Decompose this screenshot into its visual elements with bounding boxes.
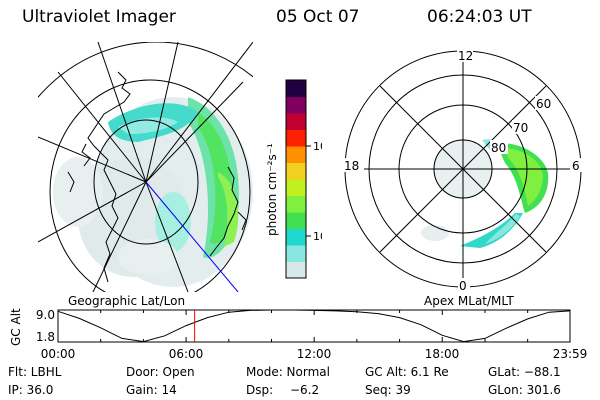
door-label: Door: Open — [126, 365, 195, 379]
terminator-line — [145, 181, 239, 292]
colorbar-cell — [286, 228, 306, 246]
gain-label: Gain: 14 — [126, 383, 177, 397]
x-tick-label-2: 12:00 — [297, 347, 332, 361]
mlt-label-6: 6 — [572, 159, 580, 173]
colorbar-tick-10: 10 — [313, 230, 322, 243]
colorbar-cell — [286, 96, 306, 114]
date-label: 05 Oct 07 — [276, 7, 360, 27]
mode-label: Mode: Normal — [246, 365, 330, 379]
altitude-ytick-min: 1.8 — [36, 330, 55, 344]
colorbar-cell — [286, 162, 306, 180]
geo-grid — [38, 42, 253, 292]
lat-label-60: 60 — [536, 97, 551, 111]
seq-label: Seq: 39 — [365, 383, 411, 397]
lat-label-70: 70 — [513, 121, 528, 135]
instrument-title: Ultraviolet Imager — [22, 7, 176, 27]
glat-label: GLat: −88.1 — [488, 365, 561, 379]
altitude-series-line — [57, 309, 571, 343]
glon-label: GLon: 301.6 — [488, 383, 561, 397]
x-tick-label-4: 23:59 — [553, 347, 588, 361]
apex-emission — [421, 139, 549, 248]
time-label: 06:24:03 UT — [427, 7, 532, 27]
colorbar-cell — [286, 195, 306, 213]
colorbar-cell — [286, 146, 306, 163]
x-tick-label-1: 06:00 — [169, 347, 204, 361]
filter-label: Flt: LBHL — [8, 365, 62, 379]
dsp-value: −6.2 — [290, 383, 320, 397]
apex-polar-plot: 12 18 6 0 60 70 80 — [342, 48, 584, 293]
geographic-map — [38, 42, 253, 292]
colorbar-cell — [286, 113, 306, 130]
colorbar-cell — [286, 80, 306, 97]
colorbar-cell — [286, 212, 306, 229]
x-tick-label-3: 18:00 — [425, 347, 460, 361]
colorbar-cell — [286, 245, 306, 262]
dsp-label: Dsp: — [246, 383, 274, 397]
mlt-label-18: 18 — [344, 159, 359, 173]
altitude-ylabel: GC Alt — [9, 308, 23, 346]
colorbar-tick-100: 100 — [313, 140, 322, 153]
colorbar-unit-label: photon cm⁻²s⁻¹ — [265, 143, 279, 236]
apex-panel-label: Apex MLat/MLT — [424, 294, 514, 308]
geo-emission — [53, 97, 253, 287]
altitude-chart: GC Alt 9.0 1.8 00:00 06:00 12:00 18:00 2… — [9, 308, 588, 361]
colorbar-cell — [286, 261, 306, 279]
colorbar-cell — [286, 129, 306, 147]
colorbar: 100 10 photon cm⁻²s⁻¹ — [265, 79, 322, 279]
mlt-label-0: 0 — [459, 279, 467, 293]
geo-coastlines — [67, 71, 247, 283]
altitude-ytick-max: 9.0 — [36, 308, 55, 322]
apex-grid — [344, 50, 582, 288]
ip-label: IP: 36.0 — [8, 383, 54, 397]
colorbar-cell — [286, 179, 306, 196]
lat-label-80: 80 — [491, 141, 506, 155]
x-tick-label-0: 00:00 — [41, 347, 76, 361]
gc-alt-label: GC Alt: 6.1 Re — [365, 365, 449, 379]
geographic-panel-label: Geographic Lat/Lon — [68, 294, 186, 308]
mlt-label-12: 12 — [458, 49, 473, 63]
